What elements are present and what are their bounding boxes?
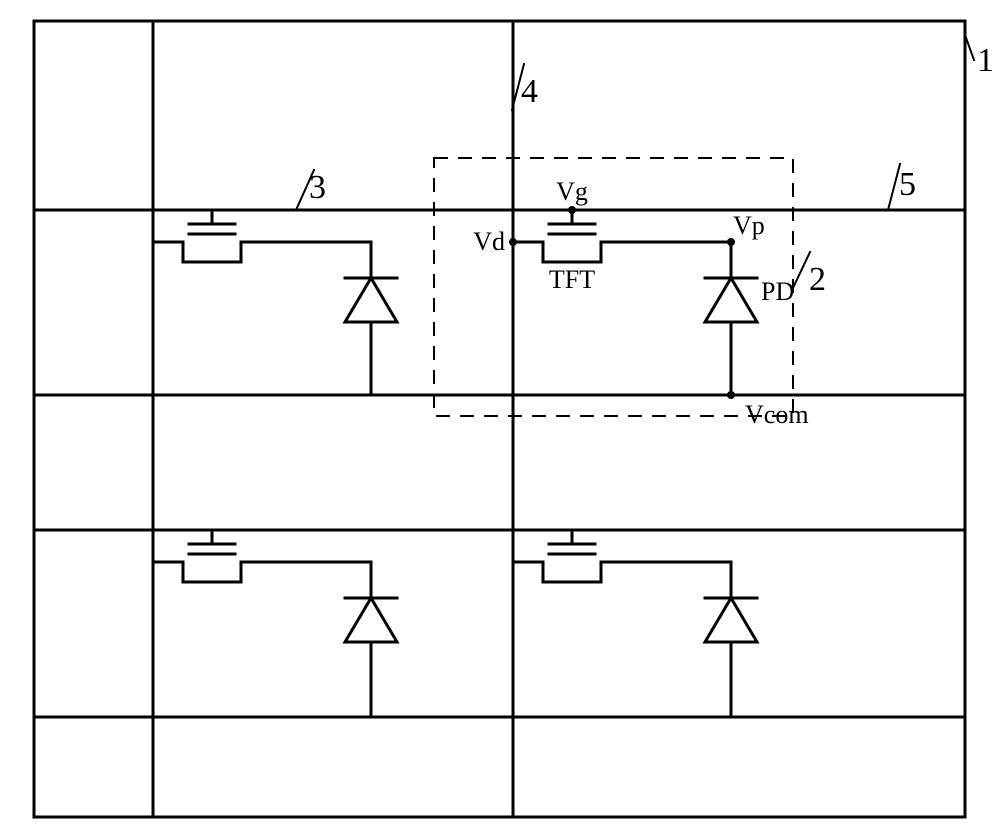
photodiode <box>345 598 397 642</box>
photodiode <box>705 598 757 642</box>
ref-label-5: 5 <box>899 166 916 203</box>
ref-label-2: 2 <box>809 261 826 298</box>
label-vg: Vg <box>556 177 588 206</box>
label-vp: Vp <box>733 211 765 240</box>
ref-label-1: 1 <box>977 42 994 79</box>
label-vd: Vd <box>473 227 505 256</box>
label-vcom: Vcom <box>745 400 809 429</box>
pixel-outline <box>434 158 793 416</box>
photodiode <box>345 278 397 322</box>
photodiode <box>705 278 757 322</box>
ref-leader-2 <box>792 252 810 290</box>
ref-label-3: 3 <box>309 169 326 206</box>
panel-border <box>34 21 965 817</box>
label-tft: TFT <box>549 265 595 294</box>
label-pd: PD <box>761 277 794 306</box>
ref-label-4: 4 <box>521 73 538 110</box>
